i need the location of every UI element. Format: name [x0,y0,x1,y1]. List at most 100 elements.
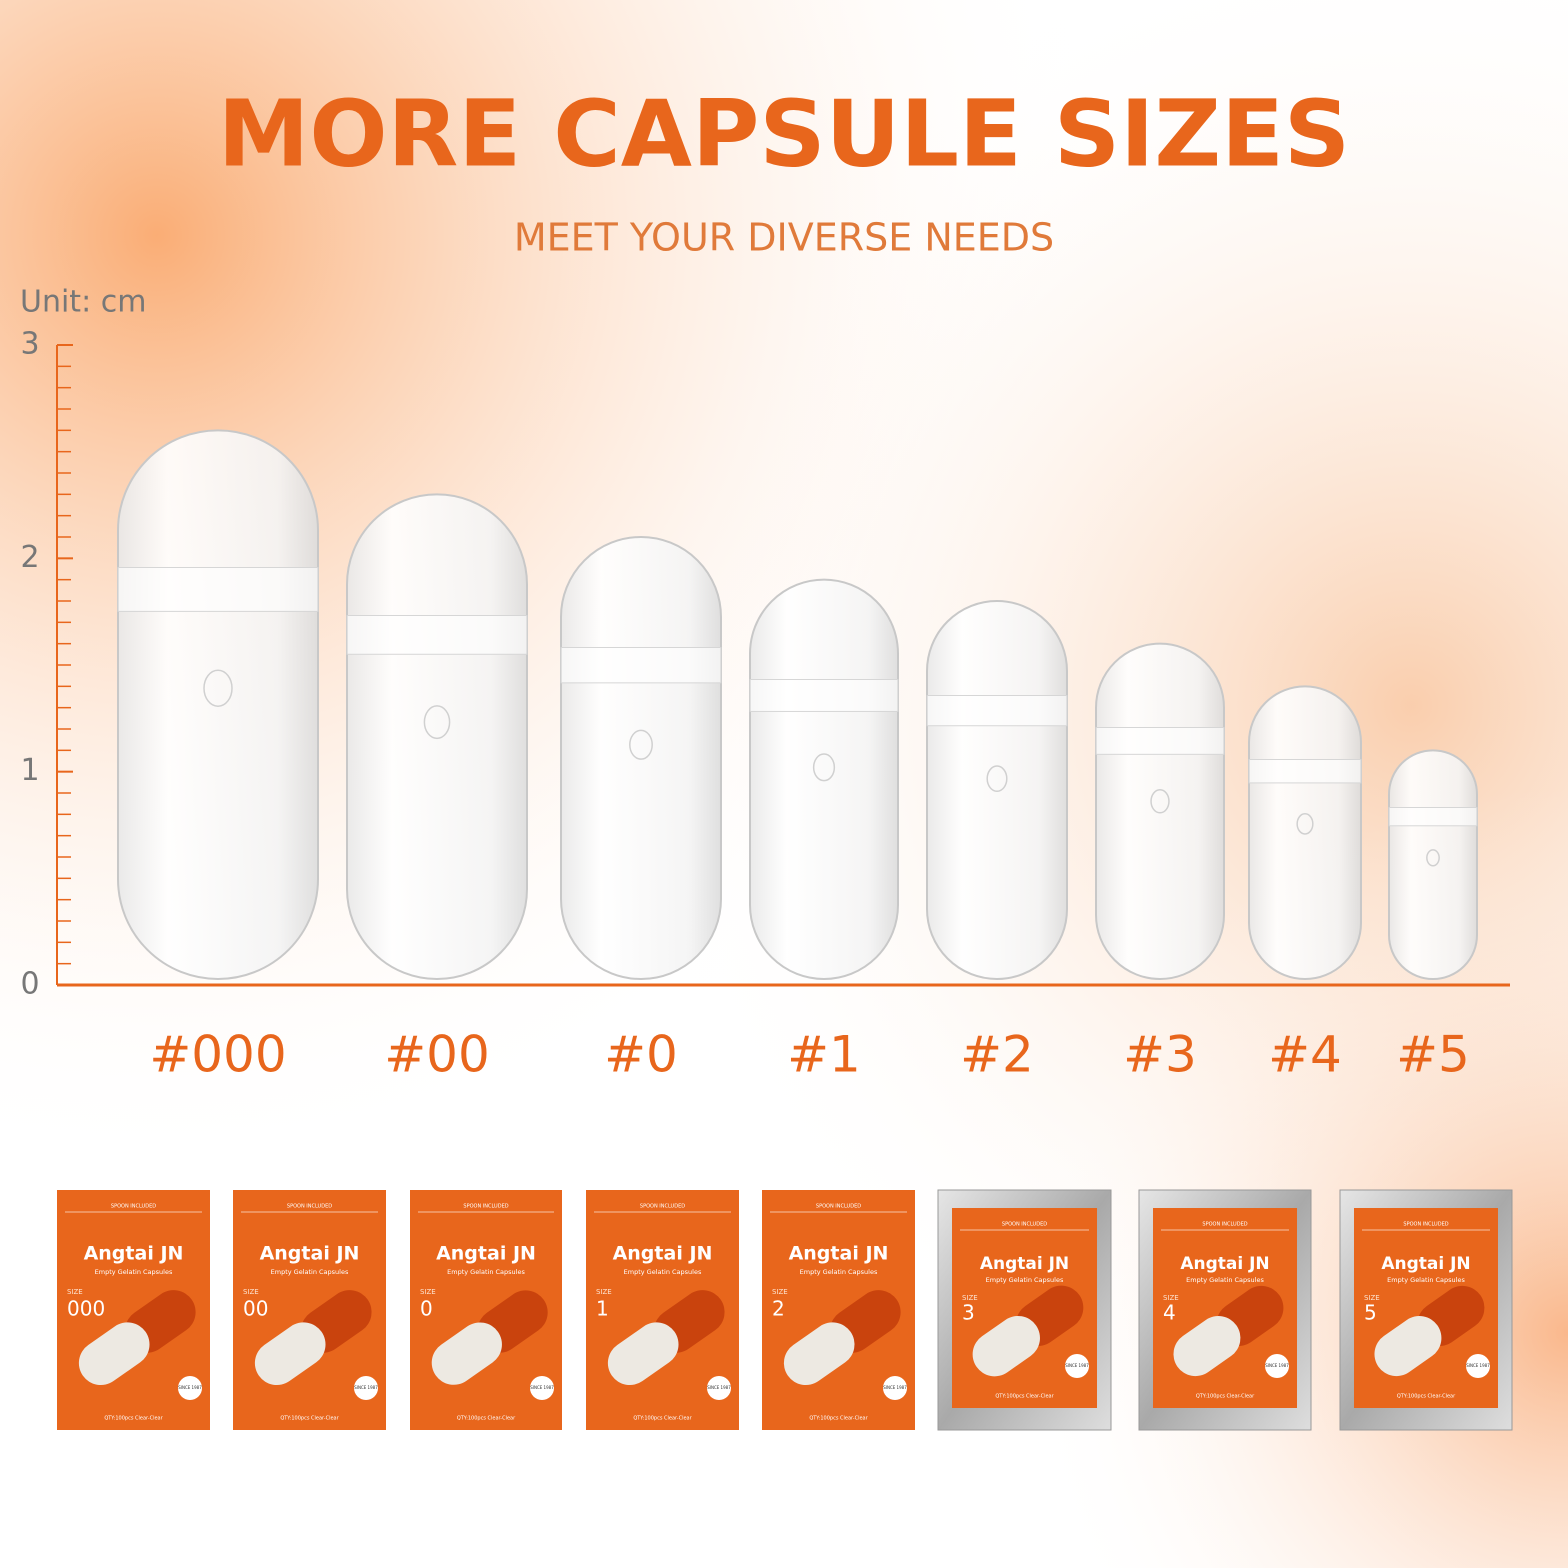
package-capsule [607,1290,725,1386]
y-tick-label: 2 [20,540,39,575]
package-qty: QTY:100pcs Clear-Clear [104,1416,163,1422]
package-spoon: SPOON INCLUDED [1202,1222,1247,1228]
package-spoon: SPOON INCLUDED [463,1204,508,1210]
package-size-label: SIZE [1364,1294,1380,1302]
capsule-half [607,1322,679,1386]
capsule-band [1095,727,1225,755]
capsule-band [560,647,722,684]
capsule-half [254,1322,326,1386]
package-product: Empty Gelatin Capsules [271,1268,349,1276]
package-size-label: SIZE [1163,1294,1179,1302]
package-brand: Angtai JN [1180,1254,1269,1274]
package-spoon: SPOON INCLUDED [1002,1222,1047,1228]
package-size-label: SIZE [243,1288,259,1296]
package-capsule [254,1290,372,1386]
capsule-dimple [423,705,451,740]
x-tick-label: #000 [149,1026,286,1084]
package-capsule [1374,1285,1485,1377]
package-product: Empty Gelatin Capsules [447,1268,525,1276]
x-tick-label: #2 [960,1026,1034,1084]
package-qty: QTY:100pcs Clear-Clear [1196,1394,1255,1400]
capsule-dimple [812,753,836,782]
package-qty: QTY:100pcs Clear-Clear [1397,1394,1456,1400]
package-since-badge [354,1376,378,1400]
package-size: 00 [243,1297,268,1321]
capsule-half [783,1322,855,1386]
x-tick-label: #3 [1123,1026,1197,1084]
capsule-dimple [1296,813,1314,835]
package-since: SINCE 1987 [178,1385,202,1390]
package-product: Empty Gelatin Capsules [1186,1276,1264,1284]
capsule [926,600,1068,980]
capsule-half [972,1315,1040,1377]
package-brand: Angtai JN [980,1254,1069,1274]
package-since-badge [707,1376,731,1400]
package-since-badge [530,1376,554,1400]
package-since: SINCE 1987 [883,1385,907,1390]
package-size-label: SIZE [772,1288,788,1296]
y-tick-label: 1 [20,753,39,788]
package-qty: QTY:100pcs Clear-Clear [457,1416,516,1422]
package-qty: QTY:100pcs Clear-Clear [633,1416,692,1422]
x-tick-label: #00 [384,1026,490,1084]
package-since: SINCE 1987 [530,1385,554,1390]
package-since: SINCE 1987 [1265,1363,1289,1368]
package-qty: QTY:100pcs Clear-Clear [995,1394,1054,1400]
package-brand: Angtai JN [789,1243,889,1265]
package-since: SINCE 1987 [707,1385,731,1390]
package-since: SINCE 1987 [1065,1363,1089,1368]
package-size: 5 [1364,1301,1377,1325]
package-since-badge [1265,1354,1289,1378]
package-spoon: SPOON INCLUDED [640,1204,685,1210]
package-since-badge [1065,1354,1089,1378]
package-size-label: SIZE [962,1294,978,1302]
capsule [346,493,528,980]
package-spoon: SPOON INCLUDED [111,1204,156,1210]
package-capsule [783,1290,901,1386]
capsule-band [749,679,899,712]
package-capsule [1173,1285,1284,1377]
package-size-label: SIZE [67,1288,83,1296]
package-brand: Angtai JN [84,1243,184,1265]
package-since: SINCE 1987 [1466,1363,1490,1368]
capsule [1248,685,1362,980]
package-product: Empty Gelatin Capsules [95,1268,173,1276]
package-capsule [78,1290,196,1386]
chart-title: MORE CAPSULE SIZES [218,80,1350,187]
package-size: 4 [1163,1301,1176,1325]
package-size-label: SIZE [420,1288,436,1296]
capsule [749,578,899,981]
package-brand: Angtai JN [260,1243,360,1265]
package-product: Empty Gelatin Capsules [624,1268,702,1276]
package-spoon: SPOON INCLUDED [1403,1222,1448,1228]
capsule-band [1248,759,1362,784]
package-since-badge [1466,1354,1490,1378]
capsule-band [117,567,319,612]
package-size-label: SIZE [596,1288,612,1296]
package-product: Empty Gelatin Capsules [1387,1276,1465,1284]
package-since: SINCE 1987 [354,1385,378,1390]
capsule-dimple [1426,849,1440,867]
capsule [1388,749,1478,980]
x-tick-label: #4 [1268,1026,1342,1084]
capsule [1095,642,1225,981]
package-size: 2 [772,1297,785,1321]
package-size: 0 [420,1297,433,1321]
chart-subtitle: MEET YOUR DIVERSE NEEDS [514,216,1054,260]
x-tick-label: #5 [1396,1026,1470,1084]
package-spoon: SPOON INCLUDED [816,1204,861,1210]
package-brand: Angtai JN [436,1243,536,1265]
capsule-dimple [629,729,653,760]
package-size: 1 [596,1297,609,1321]
capsule [560,536,722,980]
package-product: Empty Gelatin Capsules [986,1276,1064,1284]
capsule-dimple [203,669,233,707]
package-brand: Angtai JN [613,1243,713,1265]
package-size: 3 [962,1301,975,1325]
capsule [117,429,319,981]
capsule-band [926,695,1068,727]
package-since-badge [178,1376,202,1400]
capsule-dimple [986,765,1008,793]
capsule-band [1388,807,1478,827]
